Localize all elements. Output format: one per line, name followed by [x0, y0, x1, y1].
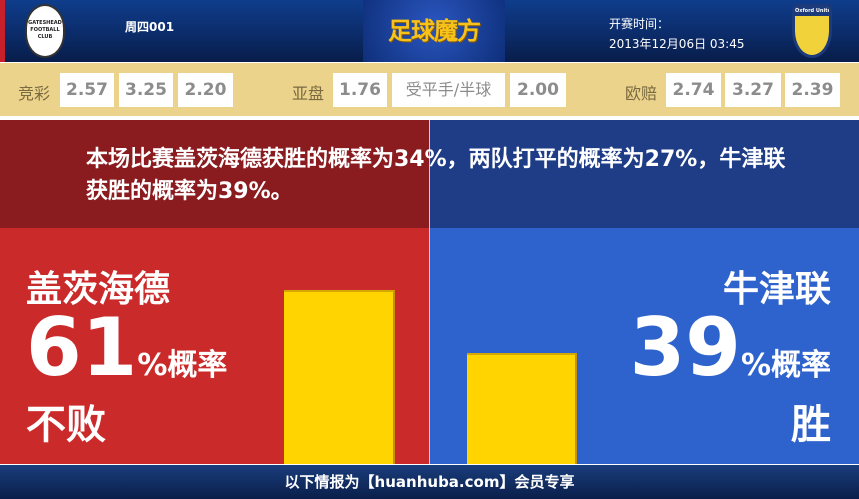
away-pct-label: %概率 [740, 348, 831, 383]
member-banner[interactable]: 以下情报为【huanhuba.com】会员专享 [0, 464, 859, 499]
away-percent: 39 [629, 301, 741, 394]
summary-band-right [430, 120, 859, 228]
home-percent: 61 [26, 301, 138, 394]
match-number: 周四001 [125, 20, 175, 34]
kickoff-label: 开赛时间： [609, 17, 670, 31]
asian-odd-away: 2.00 [510, 73, 566, 107]
home-probability: 61%概率 [26, 308, 227, 406]
home-team-name: 盖茨海德 [26, 269, 171, 310]
home-team-logo: GATESHEAD FOOTBALL CLUB [25, 4, 65, 58]
divider [429, 120, 430, 464]
probability-summary: 本场比赛盖茨海德获胜的概率为34%，两队打平的概率为27%，牛津联获胜的概率为3… [86, 147, 786, 204]
jingcai-odd-loss: 2.20 [178, 73, 233, 107]
match-header: GATESHEAD FOOTBALL CLUB 周四001 足球魔方 开赛时间：… [0, 0, 859, 62]
kickoff-time: 2013年12月06日 03:45 [609, 37, 745, 51]
away-probability-bar [467, 352, 577, 464]
home-outcome: 不败 [26, 402, 106, 448]
jingcai-label: 竞彩 [18, 84, 51, 103]
euro-odd-win: 2.74 [666, 73, 721, 107]
away-probability: 39%概率 [630, 308, 831, 406]
kickoff-info: 开赛时间： 2013年12月06日 03:45 [609, 14, 744, 54]
home-pct-label: %概率 [137, 348, 228, 383]
asian-label: 亚盘 [292, 84, 325, 103]
away-team-name: 牛津联 [722, 269, 831, 310]
home-logo-text: GATESHEAD FOOTBALL CLUB [28, 20, 62, 40]
away-team-logo: Oxford United [792, 4, 832, 58]
probability-panel: 本场比赛盖茨海德获胜的概率为34%，两队打平的概率为27%，牛津联获胜的概率为3… [0, 120, 859, 464]
home-probability-bar [284, 290, 395, 464]
euro-odd-draw: 3.27 [725, 73, 781, 107]
asian-odd-home: 1.76 [333, 73, 387, 107]
away-outcome: 胜 [791, 402, 831, 448]
odds-bar: 竞彩 2.57 3.25 2.20 亚盘 1.76 受平手/半球 2.00 欧赔… [0, 62, 859, 116]
euro-label: 欧赔 [625, 84, 658, 103]
away-logo-text: Oxford United [795, 7, 832, 16]
asian-handicap: 受平手/半球 [392, 73, 505, 107]
jingcai-odd-win: 2.57 [60, 73, 114, 107]
euro-odd-loss: 2.39 [785, 73, 840, 107]
brand-logo: 足球魔方 [363, 0, 505, 62]
jingcai-odd-draw: 3.25 [119, 73, 173, 107]
summary-band-left [0, 120, 429, 228]
